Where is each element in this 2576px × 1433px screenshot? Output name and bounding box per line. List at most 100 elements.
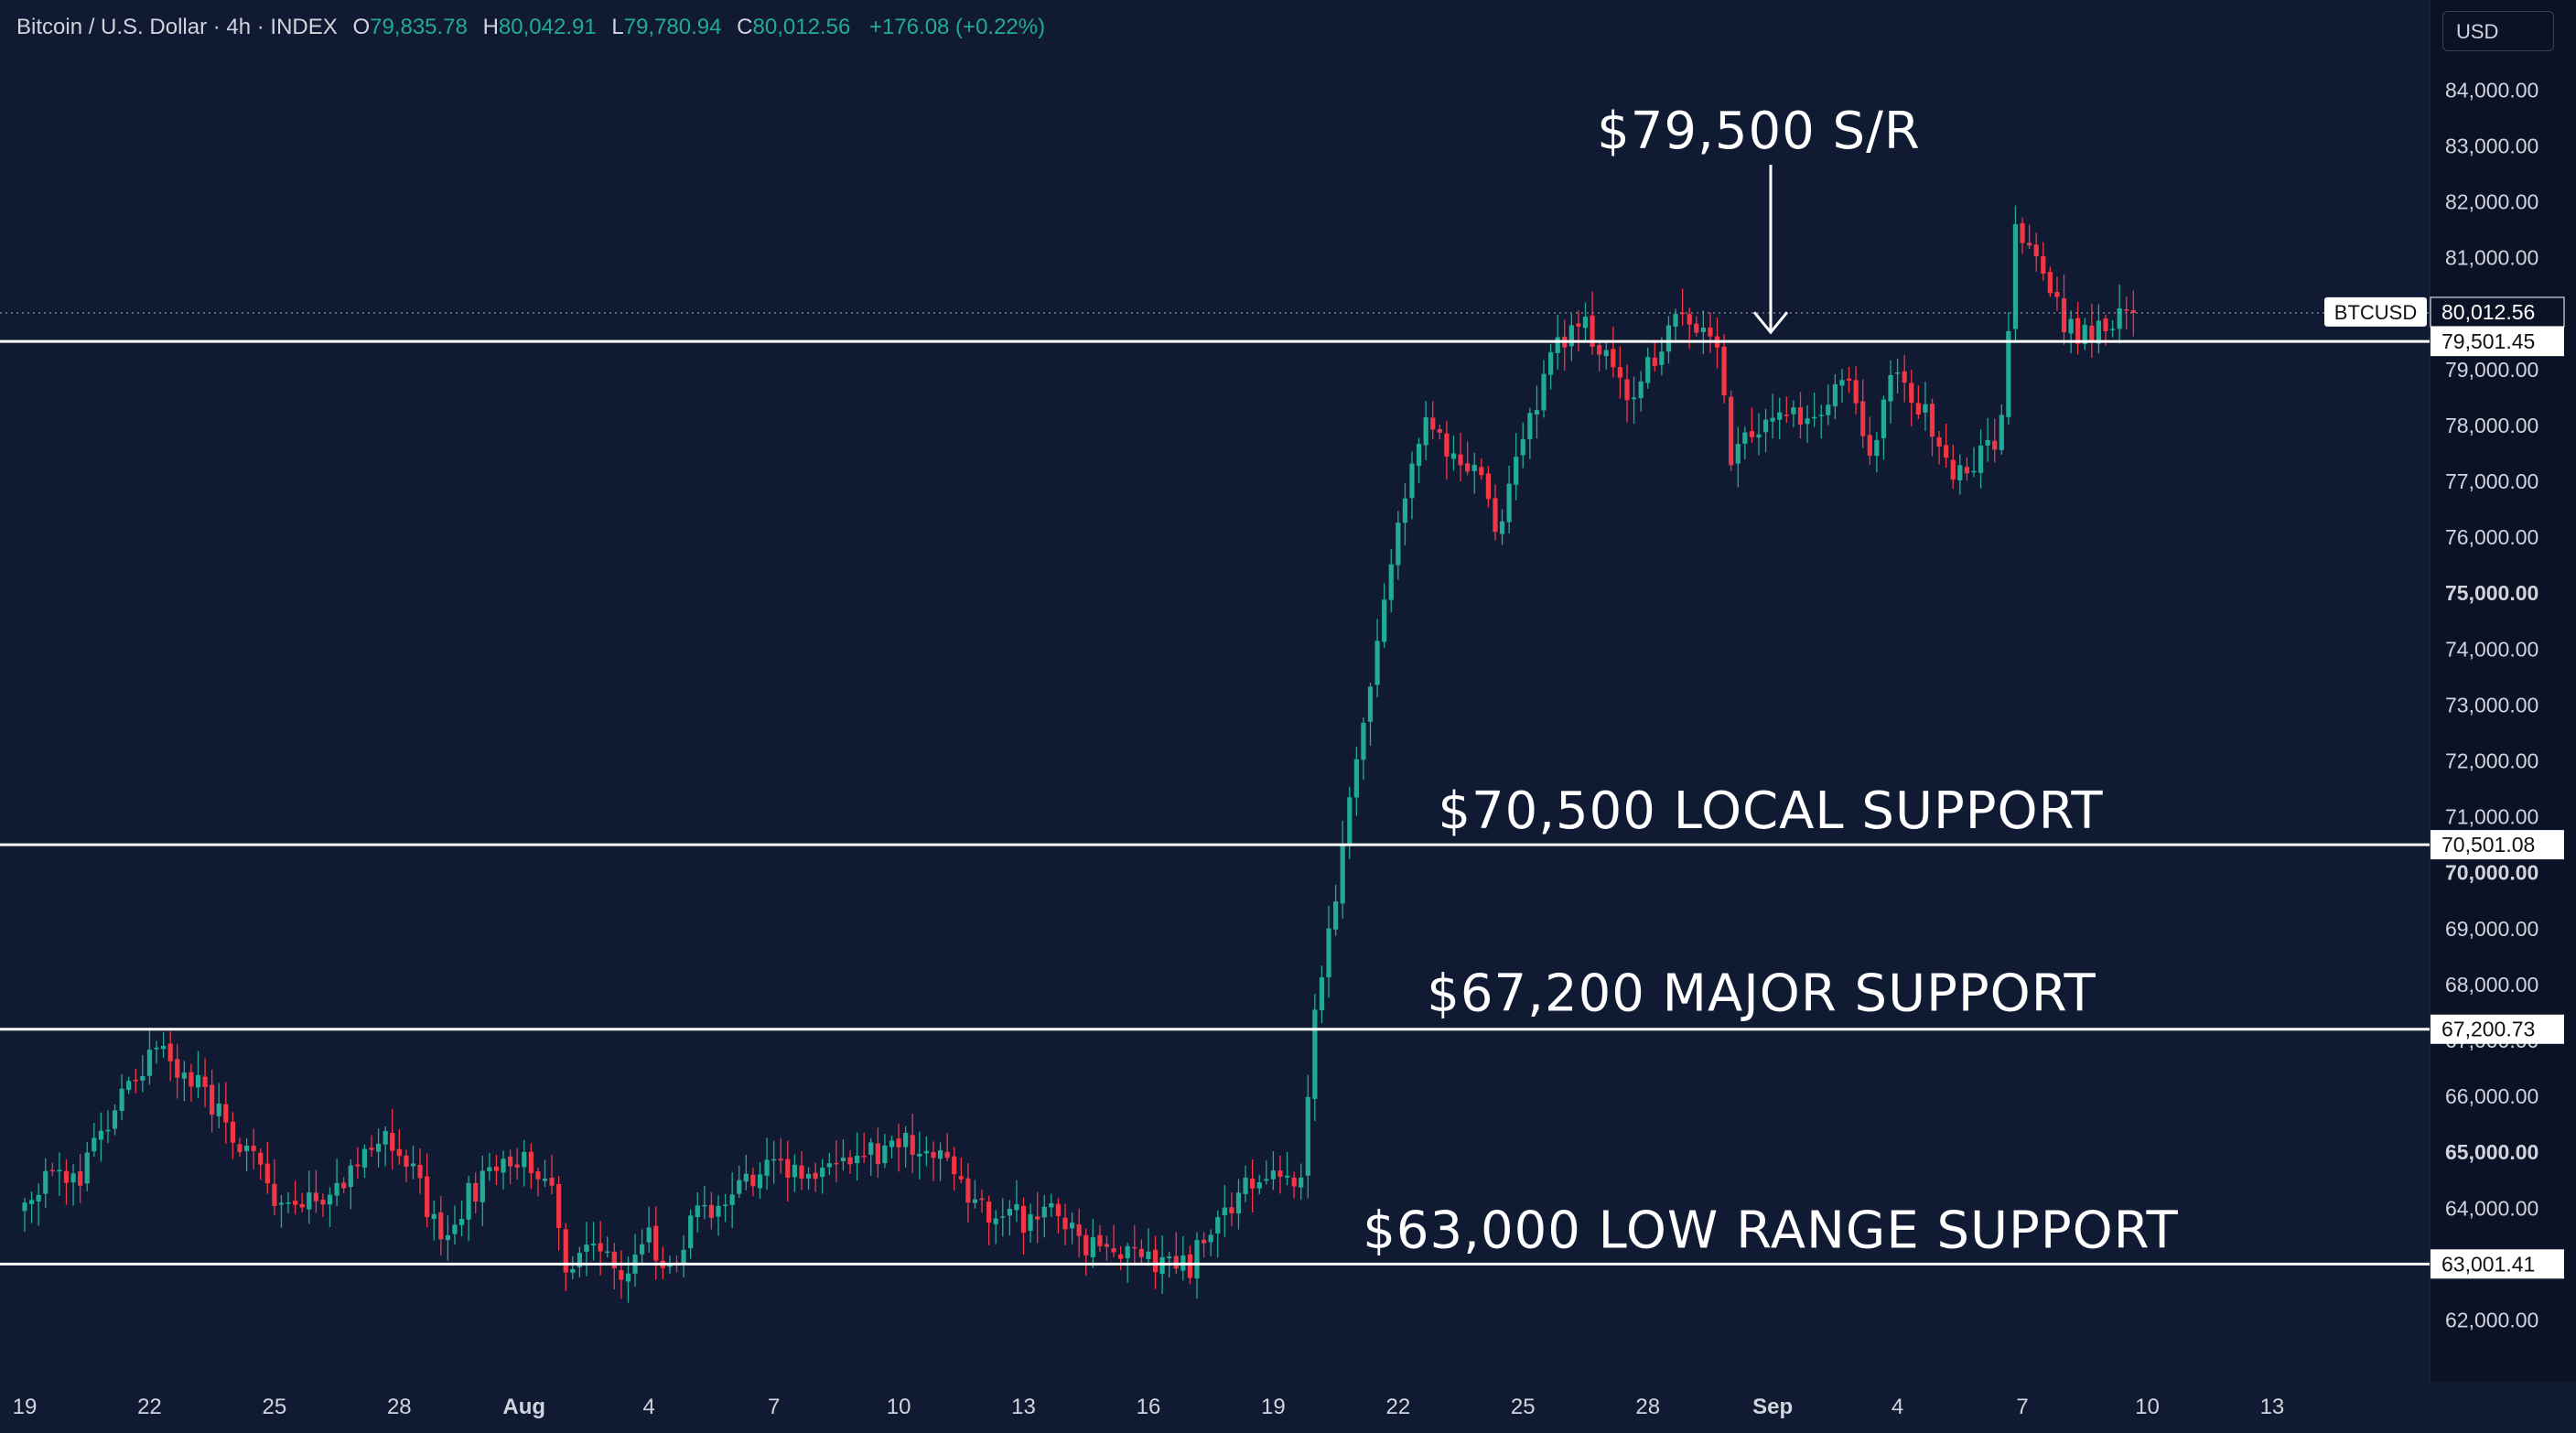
candle-body [1132,1247,1137,1249]
candle-body [244,1146,249,1151]
candle-body [1299,1178,1303,1188]
candle-body [1153,1250,1158,1272]
price-tick-label: 78,000.00 [2445,414,2538,437]
candle-body [994,1219,998,1224]
candle-body [730,1194,735,1205]
price-tick-label: 74,000.00 [2445,637,2538,661]
support-annotation: $79,500 S/R [1597,102,1921,161]
candle-body [2006,331,2010,417]
candle-body [1458,455,1462,466]
candle-body [161,1046,166,1049]
candle-body [1951,459,1956,479]
currency-button[interactable]: USD [2442,11,2554,51]
symbol-title: Bitcoin / U.S. Dollar · 4h · INDEX [16,15,338,39]
candle-body [376,1144,381,1152]
time-tick-label: 13 [1011,1395,1036,1419]
candle-body [1742,433,1747,444]
price-label-value: 63,001.41 [2441,1252,2535,1276]
candle-body [1936,437,1941,447]
candle-body [2041,256,2045,274]
candle-body [709,1205,714,1218]
candle-body [522,1152,526,1167]
candle-body [903,1133,908,1147]
candle-body [154,1048,158,1050]
candle-body [328,1195,332,1205]
candle-body [1923,404,1927,413]
candle-body [1417,444,1421,466]
candle-body [619,1270,623,1279]
candle-body [799,1166,803,1179]
candle-body [841,1158,846,1161]
candle-body [1320,977,1324,1010]
candle-body [598,1244,603,1252]
candle-body [688,1215,693,1248]
candle-body [1292,1178,1297,1187]
candle-body [113,1110,117,1128]
candle-body [584,1244,588,1252]
candle-body [258,1153,263,1165]
time-tick-label: 7 [2016,1395,2028,1419]
candle-body [2054,292,2059,296]
candle-body [1396,523,1400,565]
close-value: 80,012.56 [753,15,851,39]
price-tick-label: 66,000.00 [2445,1084,2538,1108]
candle-body [2089,326,2094,342]
candle-body [2062,298,2066,332]
time-tick-label: 4 [643,1395,655,1419]
candle-body [252,1146,256,1151]
candle-body [452,1224,457,1234]
support-annotation: $70,500 LOCAL SUPPORT [1438,781,2103,841]
candle-body [1895,372,1900,374]
candle-body [979,1199,984,1201]
candle-body [771,1159,776,1161]
candle-body [202,1077,207,1087]
candle-body [1333,901,1338,930]
candle-body [1971,471,1976,473]
candle-body [612,1252,617,1268]
candle-body [1243,1178,1247,1194]
price-label-value: 67,200.73 [2441,1018,2535,1041]
candle-body [814,1173,818,1180]
candle-body [64,1171,69,1183]
candle-body [1500,522,1504,534]
candle-body [1049,1203,1053,1207]
candle-body [411,1163,415,1166]
time-tick-label: 25 [1511,1395,1536,1419]
candle-body [2075,318,2080,344]
open-label: O [352,15,370,39]
candle-body [591,1244,596,1245]
candle-body [931,1152,935,1158]
time-tick-label: Aug [502,1395,545,1419]
candle-body [1347,797,1352,843]
candle-body [1472,465,1477,471]
candle-body [2069,319,2074,334]
candle-body [1826,404,1830,415]
candle-body [1750,431,1754,437]
candle-body [314,1192,318,1201]
candle-body [78,1171,82,1186]
candle-body [1784,415,1789,416]
time-tick-label: 19 [13,1395,38,1419]
candle-body [896,1138,900,1147]
candle-body [70,1173,75,1182]
candle-body [764,1159,769,1175]
candle-body [1070,1223,1074,1228]
candle-body [626,1274,631,1282]
candle-body [1645,357,1650,382]
candle-body [1639,382,1644,398]
candle-body [1403,499,1407,523]
candle-body [1174,1256,1179,1269]
candle-body [1056,1204,1061,1216]
candle-body [217,1104,221,1116]
candle-body [1611,349,1615,367]
candle-body [2103,318,2107,331]
candle-body [182,1072,187,1079]
time-tick-label: 22 [1385,1395,1410,1419]
candle-body [2027,242,2032,245]
candle-body [938,1150,943,1158]
candle-body [494,1167,499,1171]
price-tick-label: 72,000.00 [2445,749,2538,773]
candle-body [1805,418,1809,424]
candle-body [535,1171,540,1180]
